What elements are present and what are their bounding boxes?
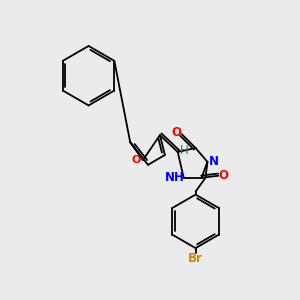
Text: O: O (131, 155, 141, 165)
Text: O: O (172, 126, 182, 139)
Text: H: H (180, 143, 189, 157)
Text: O: O (218, 169, 228, 182)
Text: NH: NH (165, 171, 185, 184)
Text: N: N (208, 155, 218, 168)
Text: Br: Br (188, 253, 203, 266)
